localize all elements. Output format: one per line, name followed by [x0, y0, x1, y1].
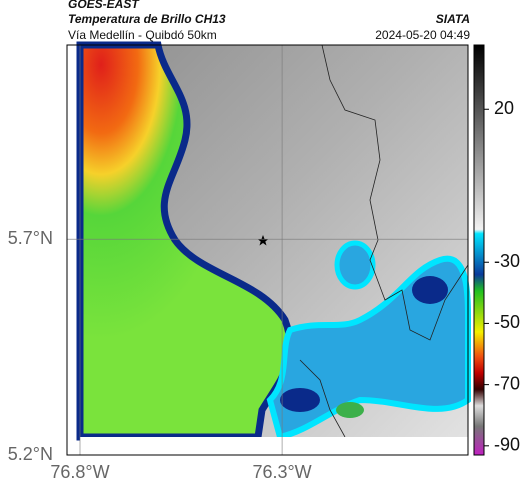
colorbar-tick-label: -50 [494, 312, 520, 332]
x-tick-label: 76.3°W [252, 462, 311, 482]
title: Temperatura de Brillo CH13 [68, 12, 226, 26]
colorbar-tick-label: -30 [494, 251, 520, 271]
source: GOES-EAST [68, 0, 140, 11]
y-tick-label: 5.7°N [8, 228, 53, 248]
colorbar [473, 44, 485, 456]
map-frame [66, 44, 469, 456]
colorbar-tick-label: -70 [494, 373, 520, 393]
x-tick-label: 76.8°W [50, 462, 109, 482]
colorbar-tick-label: 20 [494, 98, 514, 118]
colorbar-tick-label: -90 [494, 435, 520, 455]
datetime: 2024-05-20 04:49 [375, 28, 470, 42]
agency: SIATA [436, 12, 470, 26]
satellite-image [76, 41, 472, 455]
subtitle: Vía Medellín - Quibdó 50km [68, 28, 217, 42]
y-tick-label: 5.2°N [8, 444, 53, 464]
